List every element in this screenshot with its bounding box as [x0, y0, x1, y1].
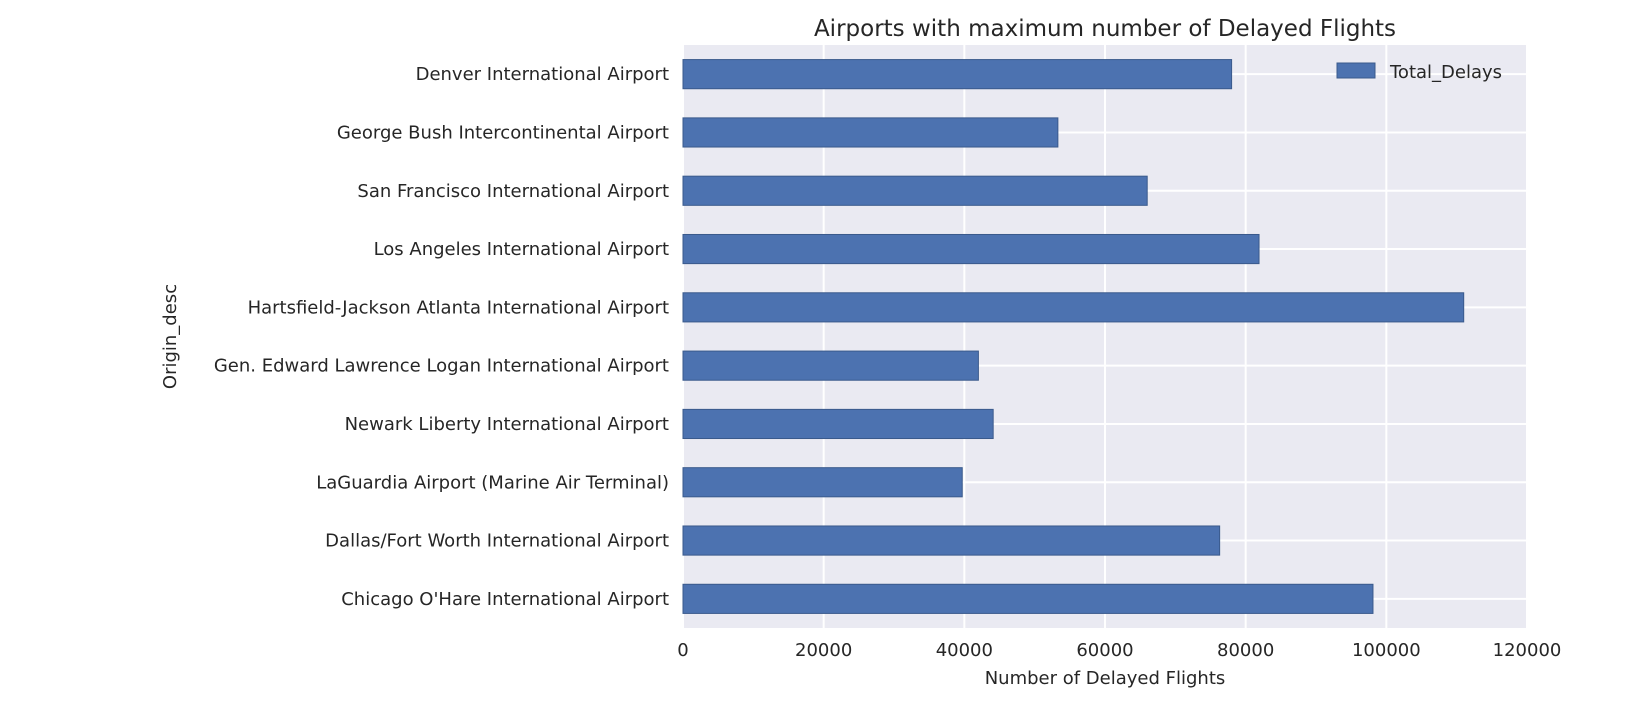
x-axis-label: Number of Delayed Flights — [985, 668, 1226, 689]
bar — [682, 350, 979, 381]
y-tick-label: LaGuardia Airport (Marine Air Terminal) — [316, 472, 669, 493]
bar — [682, 525, 1221, 556]
legend-label: Total_Delays — [1389, 62, 1502, 83]
y-tick-label: Newark Liberty International Airport — [345, 414, 669, 435]
legend: Total_Delays — [1336, 62, 1502, 83]
x-tick-label: 60000 — [1076, 640, 1133, 661]
bar — [682, 292, 1465, 323]
bar — [682, 583, 1374, 614]
bars — [682, 59, 1465, 614]
y-axis-label: Origin_desc — [160, 284, 181, 389]
chart-title: Airports with maximum number of Delayed … — [814, 16, 1396, 42]
y-tick-label: George Bush Intercontinental Airport — [337, 122, 669, 143]
y-tick-label: San Francisco International Airport — [357, 181, 669, 202]
bar — [682, 175, 1148, 206]
bar — [682, 59, 1233, 90]
x-tick-label: 80000 — [1217, 640, 1274, 661]
bar — [682, 408, 994, 440]
bar — [682, 233, 1260, 265]
bar — [682, 117, 1059, 148]
x-tick-label: 0 — [677, 640, 688, 661]
bar — [682, 467, 963, 498]
y-tick-label: Dallas/Fort Worth International Airport — [325, 531, 669, 552]
y-tick-label: Chicago O'Hare International Airport — [341, 589, 669, 610]
x-tick-label: 100000 — [1352, 640, 1421, 661]
y-tick-label: Denver International Airport — [416, 64, 669, 85]
x-tick-label: 120000 — [1493, 640, 1562, 661]
y-tick-labels: Denver International Airport George Bush … — [214, 64, 669, 610]
x-tick-label: 40000 — [936, 640, 993, 661]
y-tick-label: Hartsfield-Jackson Atlanta International… — [248, 297, 669, 318]
y-tick-label: Gen. Edward Lawrence Logan International… — [214, 356, 669, 377]
x-tick-labels: 0 20000 40000 60000 80000 100000 120000 — [677, 640, 1561, 661]
legend-swatch — [1336, 62, 1376, 79]
y-tick-label: Los Angeles International Airport — [374, 239, 669, 260]
x-tick-label: 20000 — [795, 640, 852, 661]
